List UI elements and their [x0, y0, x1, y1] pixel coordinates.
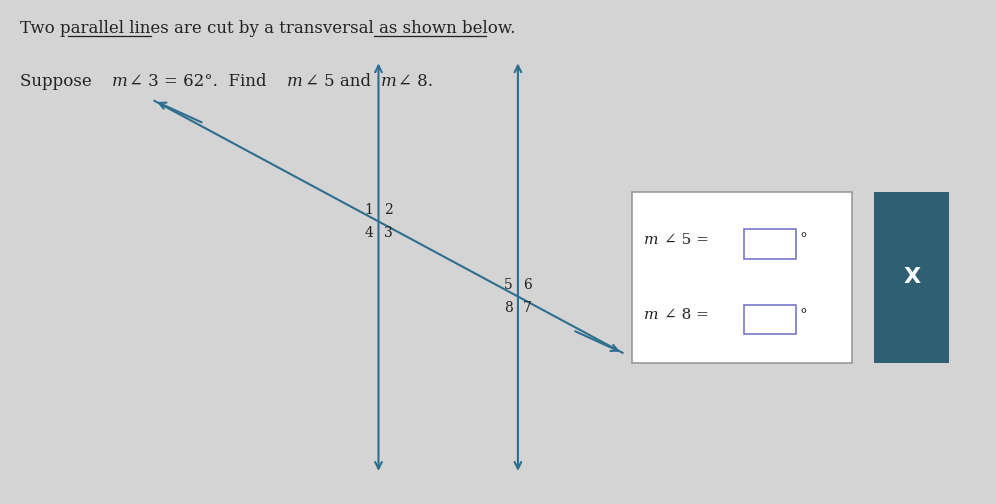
FancyBboxPatch shape — [744, 229, 796, 259]
Text: °: ° — [800, 232, 808, 246]
Text: Two parallel lines are cut by a transversal as shown below.: Two parallel lines are cut by a transver… — [20, 20, 515, 37]
Text: 8: 8 — [504, 301, 513, 315]
FancyBboxPatch shape — [874, 192, 949, 363]
Text: m: m — [644, 232, 659, 246]
Text: 5: 5 — [504, 278, 513, 292]
Text: ∠ 8 =: ∠ 8 = — [664, 308, 714, 322]
Text: 1: 1 — [365, 203, 374, 217]
Text: ∠ 3 = 62°.  Find: ∠ 3 = 62°. Find — [129, 73, 272, 90]
Text: 6: 6 — [523, 278, 532, 292]
Text: ∠ 5 and: ∠ 5 and — [305, 73, 376, 90]
Text: X: X — [903, 267, 920, 287]
Text: 4: 4 — [365, 226, 374, 240]
Text: 2: 2 — [383, 203, 392, 217]
Text: m: m — [644, 308, 659, 322]
Text: ∠ 8.: ∠ 8. — [398, 73, 433, 90]
Text: 7: 7 — [523, 301, 532, 315]
Text: °: ° — [800, 308, 808, 322]
FancyBboxPatch shape — [632, 192, 852, 363]
Text: m: m — [112, 73, 127, 90]
Text: Suppose: Suppose — [20, 73, 97, 90]
Text: 3: 3 — [383, 226, 392, 240]
Text: m: m — [287, 73, 303, 90]
Text: ∠ 5 =: ∠ 5 = — [664, 232, 714, 246]
FancyBboxPatch shape — [744, 305, 796, 334]
Text: m: m — [380, 73, 396, 90]
